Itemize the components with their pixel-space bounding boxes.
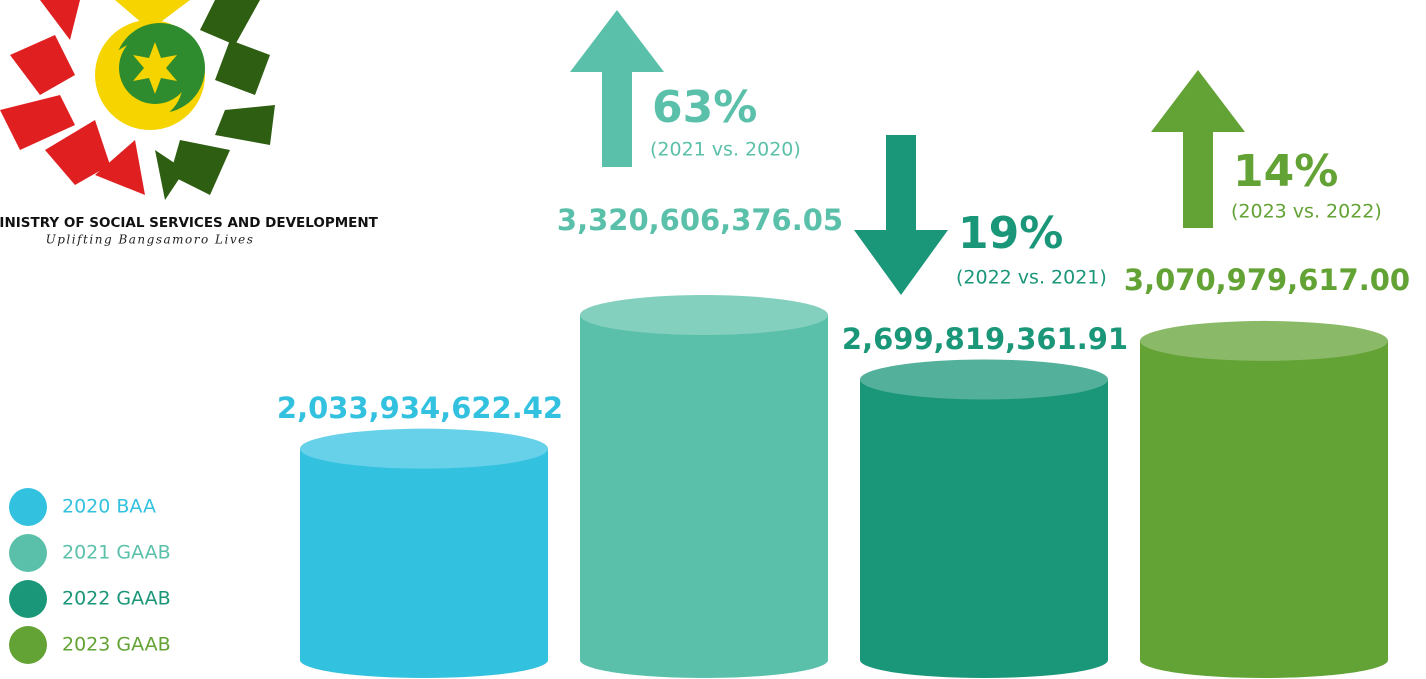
change-note: (2022 vs. 2021) <box>956 267 1107 289</box>
legend-swatch <box>9 580 47 618</box>
bar <box>300 448 548 678</box>
legend-label: 2021 GAAB <box>62 542 171 564</box>
change-arrow <box>1151 70 1245 228</box>
bar-top <box>1140 320 1388 361</box>
change-note: (2023 vs. 2022) <box>1231 201 1382 223</box>
bar-top <box>580 295 828 335</box>
legend-label: 2022 GAAB <box>62 588 171 610</box>
change-percent: 14% <box>1233 146 1338 197</box>
logo <box>0 0 275 200</box>
bar <box>580 315 828 678</box>
legend-swatch <box>9 488 47 526</box>
value-label: 2,699,819,361.91 <box>842 322 1128 356</box>
organization: MINISTRY OF SOCIAL SERVICES AND DEVELOPM… <box>0 215 379 231</box>
value-label: 3,070,979,617.00 <box>1124 263 1410 297</box>
legend-swatch <box>9 534 47 572</box>
change-percent: 19% <box>958 208 1063 259</box>
change-arrow <box>570 10 664 167</box>
change-note: (2021 vs. 2020) <box>650 139 801 161</box>
legend-label: 2023 GAAB <box>62 634 171 656</box>
legend-swatch <box>9 626 47 664</box>
change-arrow <box>854 135 948 295</box>
value-label: 3,320,606,376.05 <box>557 203 843 237</box>
tagline: Uplifting Bangsamoro Lives <box>46 233 255 247</box>
change-percent: 63% <box>652 82 757 133</box>
bar <box>1140 340 1388 678</box>
bar-top <box>300 428 548 469</box>
bar-top <box>860 359 1108 400</box>
bar <box>860 379 1108 678</box>
value-label: 2,033,934,622.42 <box>277 391 563 425</box>
legend-label: 2020 BAA <box>62 496 156 518</box>
